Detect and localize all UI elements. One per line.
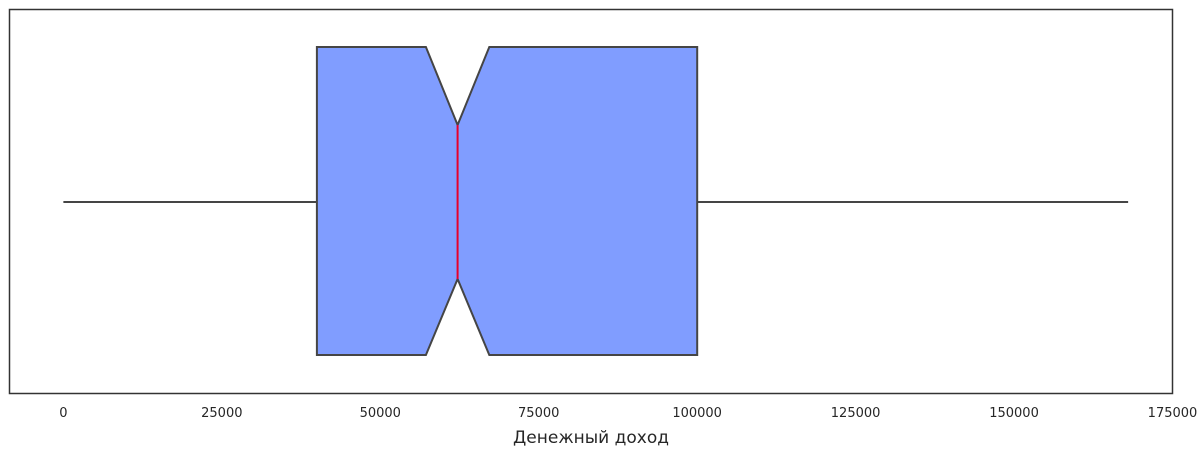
x-tick-label: 100000 <box>672 406 722 421</box>
x-axis-title: Денежный доход <box>513 428 669 448</box>
x-tick-label: 175000 <box>1148 406 1198 421</box>
x-axis-ticks: 0 25000 50000 75000 100000 125000 150000 175000 <box>59 406 1197 421</box>
x-tick-label: 75000 <box>518 406 559 421</box>
x-tick-label: 0 <box>59 406 67 421</box>
x-tick-label: 50000 <box>360 406 401 421</box>
x-tick-label: 125000 <box>831 406 881 421</box>
x-tick-label: 150000 <box>989 406 1039 421</box>
x-tick-label: 25000 <box>201 406 242 421</box>
box-group <box>315 46 699 356</box>
notched-box <box>315 46 699 356</box>
